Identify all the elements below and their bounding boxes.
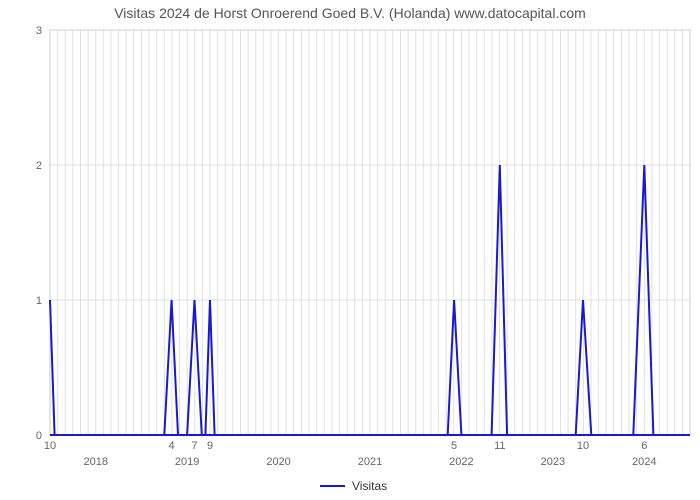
legend-label: Visitas <box>352 479 387 493</box>
x-year-label: 2022 <box>449 456 473 468</box>
x-year-label: 2020 <box>266 456 290 468</box>
y-tick-label: 0 <box>36 430 42 442</box>
point-label: 9 <box>207 440 213 452</box>
point-label: 10 <box>44 440 56 452</box>
x-year-label: 2018 <box>83 456 107 468</box>
point-label: 11 <box>494 440 505 452</box>
x-year-label: 2021 <box>358 456 382 468</box>
x-year-label: 2024 <box>632 456 656 468</box>
point-label: 5 <box>451 440 457 452</box>
y-tick-label: 1 <box>36 295 42 307</box>
x-year-label: 2019 <box>175 456 199 468</box>
point-label: 10 <box>577 440 589 452</box>
y-tick-label: 2 <box>36 160 42 172</box>
point-label: 6 <box>641 440 647 452</box>
point-label: 7 <box>191 440 197 452</box>
chart-title: Visitas 2024 de Horst Onroerend Goed B.V… <box>114 5 586 21</box>
y-tick-label: 3 <box>36 25 42 37</box>
point-label: 4 <box>169 440 175 452</box>
x-year-label: 2023 <box>541 456 565 468</box>
chart: 0 1 2 3 2018 2019 2020 2021 2022 2023 2024 10 4 79 5 11… <box>0 0 700 500</box>
